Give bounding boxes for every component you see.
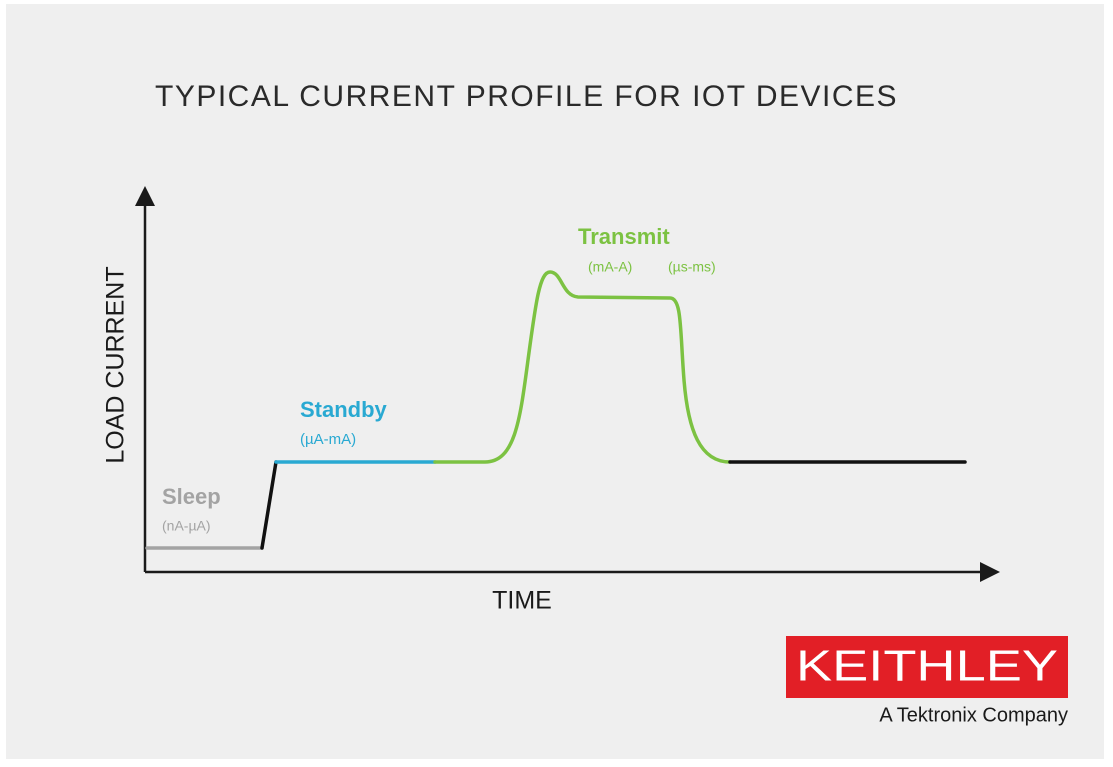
phase-range: (µA-mA) [300,431,356,448]
title: TYPICAL CURRENT PROFILE FOR IOT DEVICES [155,80,898,113]
transmit-segment [433,270,732,464]
phase-range: (nA-µA) [162,518,211,534]
phase-name: Transmit [578,224,670,249]
logo-tagline: A Tektronix Company [879,704,1068,726]
logo-box [786,636,1068,698]
x-axis-label: TIME [492,587,552,615]
phase-range: (µs-ms) [668,259,716,275]
wake-transition [260,460,278,550]
phase-name: Sleep [162,484,221,509]
phase-range: (mA-A) [588,259,632,275]
background [6,4,1104,759]
phase-name: Standby [300,397,388,422]
y-axis-label: LOAD CURRENT [102,266,130,463]
logo-brand: KEITHLEY [796,642,1058,691]
